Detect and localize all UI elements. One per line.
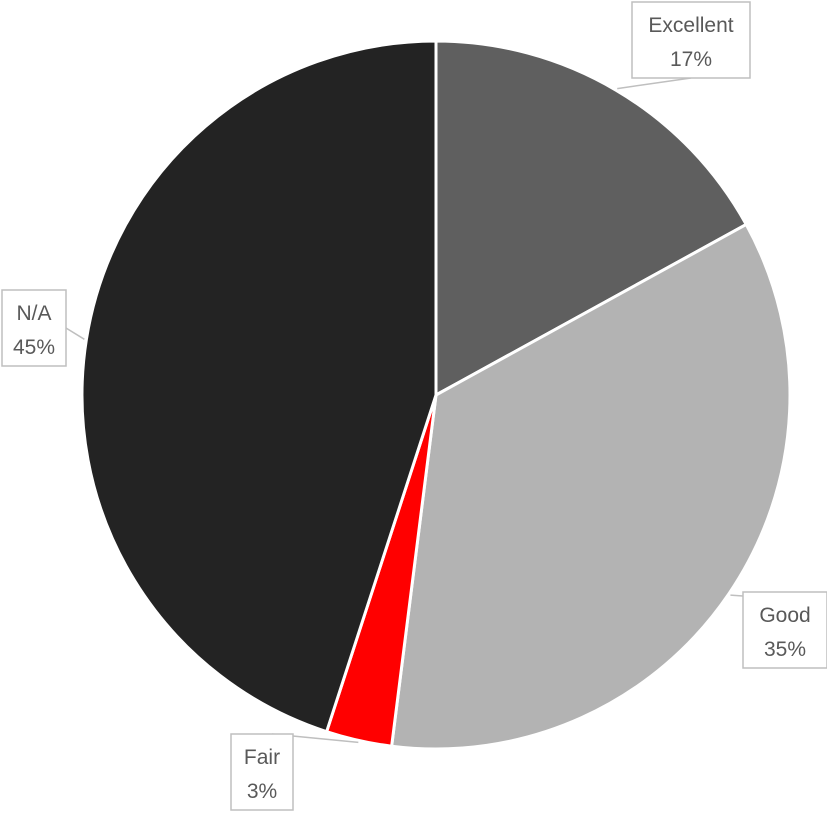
data-label-box (1, 289, 67, 367)
data-label-percent: 17% (670, 48, 712, 71)
data-label-fair: Fair 3% (230, 733, 294, 811)
leader-line-n-a (65, 327, 85, 340)
data-label-category: N/A (16, 302, 51, 325)
leader-line-good (730, 594, 744, 597)
leader-line-excellent (617, 77, 692, 90)
data-label-good: Good 35% (742, 591, 827, 669)
data-label-percent: 35% (764, 638, 806, 661)
slices-layer (80, 39, 792, 751)
data-label-category: Good (759, 604, 810, 627)
data-label-excellent: Excellent 17% (631, 1, 751, 79)
data-label-category: Excellent (648, 14, 733, 37)
data-label-box (742, 591, 827, 669)
data-label-box (230, 733, 294, 811)
pie-slice-n-a (80, 39, 438, 734)
pie-slice-good (390, 222, 792, 751)
data-label-n-a: N/A 45% (1, 289, 67, 367)
data-label-category: Fair (244, 746, 280, 769)
pie-slice-excellent (434, 39, 748, 397)
data-label-percent: 3% (247, 780, 277, 803)
data-label-box (631, 1, 751, 79)
data-label-percent: 45% (13, 336, 55, 359)
